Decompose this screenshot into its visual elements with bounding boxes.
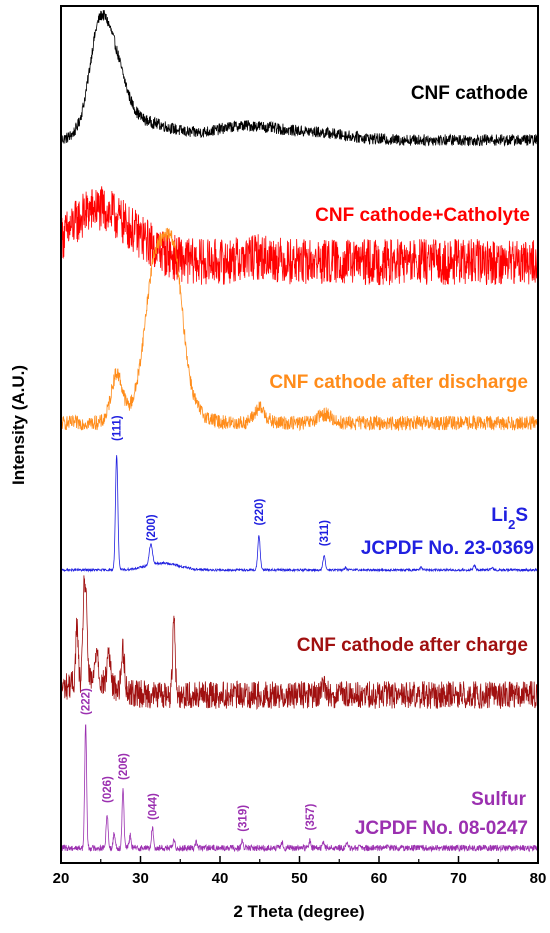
hkl-label: (222)	[81, 688, 93, 715]
series-label-4: Li2S	[491, 505, 528, 532]
x-tick-label: 70	[450, 870, 467, 887]
series-line-1	[60, 10, 539, 147]
series-line-6	[60, 724, 539, 853]
x-tick-label: 40	[212, 870, 229, 887]
hkl-label: (111)	[112, 415, 124, 441]
series-line-2	[60, 186, 539, 286]
series-line-5	[60, 575, 539, 710]
hkl-label: (200)	[146, 514, 158, 541]
reference-label-6: JCPDF No. 08-0247	[355, 818, 528, 839]
x-axis: 20 30 40 50 60 70 80	[53, 856, 547, 887]
x-axis-title: 2 Theta (degree)	[233, 902, 364, 921]
series-label-2: CNF cathode+Catholyte	[315, 205, 530, 226]
x-tick-label: 60	[371, 870, 388, 887]
series-label-6: Sulfur	[471, 789, 526, 810]
hkl-label: (311)	[319, 520, 331, 546]
hkl-label: (026)	[102, 776, 114, 803]
y-axis-title: Intensity (A.U.)	[9, 365, 28, 485]
series-line-3	[60, 227, 539, 432]
series-label-3: CNF cathode after discharge	[269, 372, 528, 393]
x-tick-label: 80	[530, 870, 547, 887]
x-tick-label: 20	[53, 870, 70, 887]
hkl-label: (357)	[305, 803, 317, 830]
reference-label-4: JCPDF No. 23-0369	[361, 538, 534, 559]
hkl-label: (220)	[254, 498, 266, 525]
label-layer: CNF cathode CNF cathode+Catholyte CNF cath…	[81, 83, 534, 839]
hkl-label: (044)	[147, 793, 159, 820]
series-line-4	[60, 455, 539, 573]
hkl-label: (319)	[237, 805, 249, 832]
hkl-label: (206)	[118, 753, 130, 780]
x-tick-label: 30	[132, 870, 149, 887]
x-tick-label: 50	[291, 870, 308, 887]
series-label-1: CNF cathode	[411, 83, 528, 104]
series-label-5: CNF cathode after charge	[297, 635, 528, 656]
series-layer	[60, 10, 539, 853]
